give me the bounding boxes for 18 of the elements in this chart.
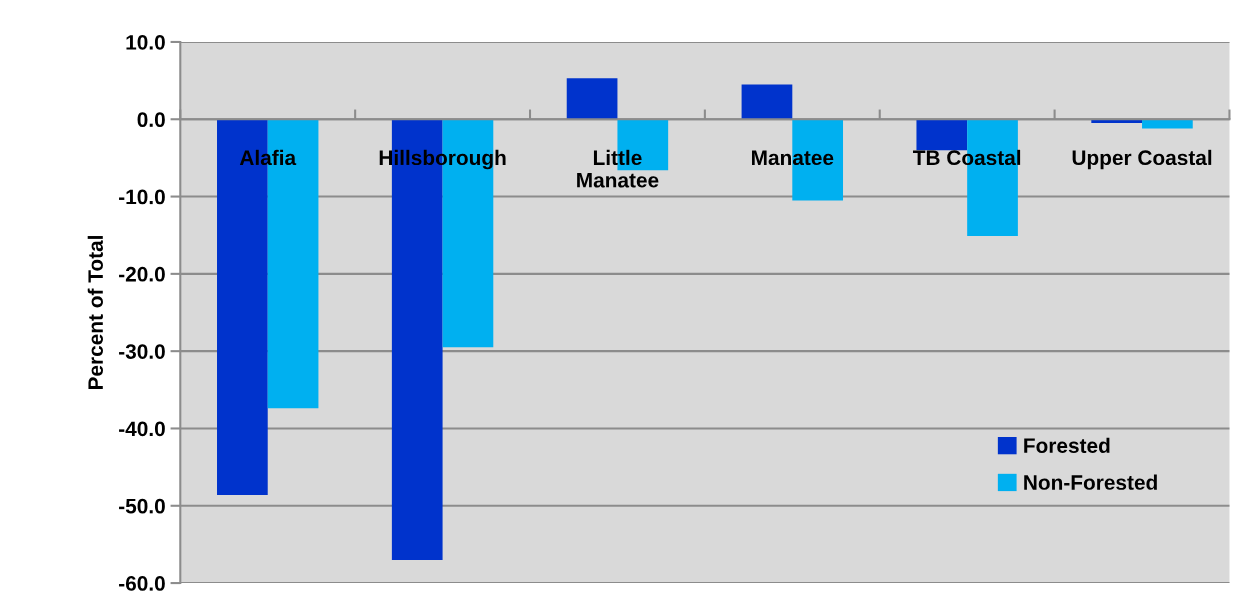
legend-label: Forested bbox=[1024, 437, 1110, 454]
y-tick-label: -50.0 bbox=[119, 498, 165, 514]
y-axis-title: Percent of Total bbox=[87, 236, 103, 390]
y-tick-label: 10.0 bbox=[126, 34, 165, 50]
y-tick-label: -10.0 bbox=[119, 189, 165, 205]
x-tick-label: Upper Coastal bbox=[1072, 149, 1212, 170]
bar bbox=[1142, 119, 1193, 129]
x-tick-label: Hillsborough bbox=[379, 149, 506, 170]
y-tick-label: -40.0 bbox=[119, 421, 165, 437]
bar bbox=[916, 119, 968, 151]
legend-label: Non-Forested bbox=[1024, 474, 1157, 490]
y-tick-label: -30.0 bbox=[119, 344, 165, 359]
bar bbox=[741, 84, 793, 120]
bar bbox=[566, 78, 618, 120]
y-tick-label: -60.0 bbox=[119, 576, 165, 591]
y-tick-label: -20.0 bbox=[119, 266, 165, 282]
x-tick-label: Alafia bbox=[239, 149, 297, 166]
y-tick-label: 0.0 bbox=[137, 112, 165, 128]
